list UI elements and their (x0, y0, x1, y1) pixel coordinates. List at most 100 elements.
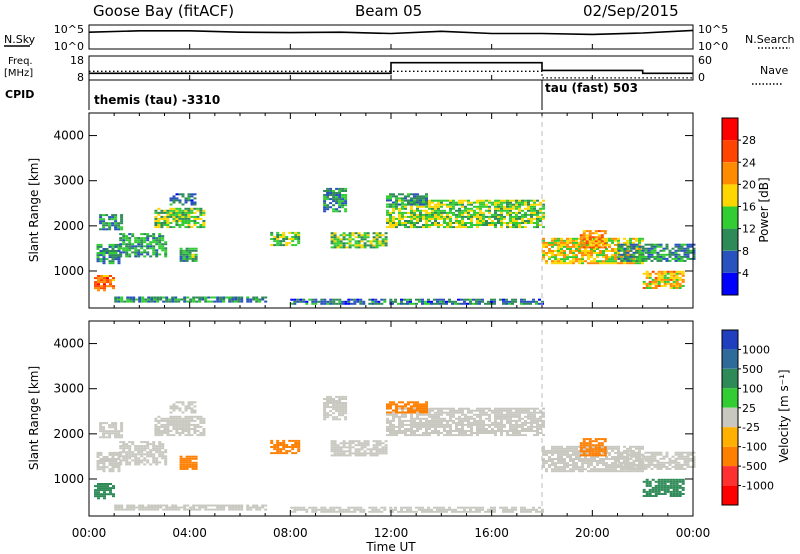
velocity-echo-cell (506, 411, 509, 414)
velocity-echo-cell (644, 457, 648, 460)
power-echo-cell (482, 215, 485, 218)
velocity-echo-cell (146, 445, 150, 448)
power-echo-cell (582, 236, 586, 239)
power-echo-cell (452, 203, 455, 206)
velocity-echo-cell (342, 444, 346, 447)
power-echo-cell (683, 243, 687, 246)
velocity-echo-cell (332, 408, 336, 411)
velocity-echo-cell (579, 444, 583, 447)
power-echo-cell (581, 260, 584, 263)
power-echo-cell (446, 205, 449, 208)
power-echo-cell (175, 209, 179, 212)
velocity-echo-cell (102, 466, 106, 469)
velocity-echo-cell (662, 457, 666, 460)
power-echo-cell (686, 255, 690, 258)
velocity-echo-cell (296, 508, 300, 511)
velocity-echo-cell (276, 444, 280, 446)
velocity-echo-cell (494, 419, 497, 422)
velocity-echo-cell (457, 510, 460, 513)
velocity-echo-cell (188, 465, 192, 468)
velocity-echo-cell (464, 407, 467, 410)
velocity-echo-cell (160, 417, 164, 420)
power-echo-cell (482, 213, 485, 216)
power-echo-cell (410, 205, 413, 208)
velocity-echo-cell (500, 421, 503, 424)
power-echo-cell (674, 257, 678, 260)
velocity-echo-cell (662, 465, 666, 468)
power-echo-cell (134, 241, 138, 244)
velocity-echo-cell (410, 419, 413, 422)
velocity-echo-cell (439, 510, 442, 513)
power-echo-cell (261, 296, 265, 299)
velocity-echo-cell (494, 432, 497, 434)
power-echo-cell (536, 199, 539, 202)
velocity-echo-cell (366, 440, 370, 443)
velocity-echo-cell (152, 461, 156, 464)
velocity-echo-cell (668, 461, 672, 464)
power-echo-cell (184, 215, 188, 218)
power-echo-cell (511, 302, 514, 305)
power-echo-cell (128, 233, 132, 236)
velocity-echo-cell (672, 486, 676, 489)
power-echo-cell (187, 217, 191, 220)
velocity-echo-cell (683, 463, 687, 466)
velocity-echo-cell (557, 456, 560, 458)
velocity-echo-cell (512, 407, 515, 410)
power-colorbar-tick-label: 28 (742, 134, 756, 147)
velocity-echo-cell (566, 451, 569, 454)
power-echo-cell (638, 262, 641, 265)
velocity-echo-cell (146, 441, 150, 444)
velocity-echo-cell (293, 506, 297, 509)
velocity-echo-cell (120, 504, 124, 507)
velocity-ylabel: Slant Range [km] (27, 366, 41, 470)
power-echo-cell (406, 300, 409, 303)
power-echo-cell (357, 246, 361, 249)
power-echo-cell (201, 298, 205, 301)
power-echo-cell (464, 222, 467, 224)
power-echo-cell (339, 244, 343, 247)
velocity-echo-cell (416, 417, 419, 420)
velocity-echo-cell (119, 463, 123, 466)
power-echo-cell (433, 298, 436, 301)
power-echo-cell (249, 298, 253, 301)
velocity-echo-cell (641, 461, 645, 464)
velocity-echo-cell (384, 446, 388, 449)
power-echo-cell (653, 255, 657, 258)
velocity-echo-cell (192, 504, 196, 507)
power-echo-cell (410, 220, 413, 222)
velocity-echo-cell (458, 421, 461, 424)
power-echo-cell (172, 213, 176, 216)
power-echo-cell (407, 226, 410, 229)
power-echo-cell (488, 199, 491, 202)
power-echo-cell (122, 233, 126, 236)
power-echo-cell (425, 222, 428, 224)
velocity-echo-cell (117, 462, 121, 465)
velocity-echo-cell (137, 449, 141, 452)
velocity-echo-cell (541, 508, 544, 511)
velocity-echo-cell (351, 452, 355, 455)
velocity-echo-cell (392, 411, 395, 414)
power-echo-cell (372, 232, 376, 235)
power-echo-cell (499, 298, 502, 301)
power-echo-cell (648, 282, 652, 285)
power-echo-cell (169, 207, 173, 210)
power-echo-cell (154, 224, 158, 226)
velocity-echo-cell (182, 459, 186, 462)
power-echo-cell (566, 262, 569, 265)
velocity-echo-cell (154, 428, 158, 430)
velocity-echo-cell (518, 419, 521, 422)
velocity-echo-cell (542, 453, 545, 456)
velocity-echo-cell (458, 430, 461, 432)
velocity-echo-cell (394, 506, 397, 509)
power-echo-cell (216, 298, 220, 301)
power-echo-cell (469, 300, 472, 303)
date-title: 02/Sep/2015 (583, 2, 679, 20)
velocity-echo-cell (419, 411, 422, 414)
power-echo-cell (202, 224, 206, 226)
x-tick-label: 00:00 (676, 526, 711, 540)
velocity-echo-cell (455, 425, 458, 428)
velocity-echo-cell (326, 395, 330, 398)
velocity-echo-cell (476, 430, 479, 432)
velocity-echo-cell (164, 461, 168, 464)
velocity-echo-cell (117, 451, 121, 454)
